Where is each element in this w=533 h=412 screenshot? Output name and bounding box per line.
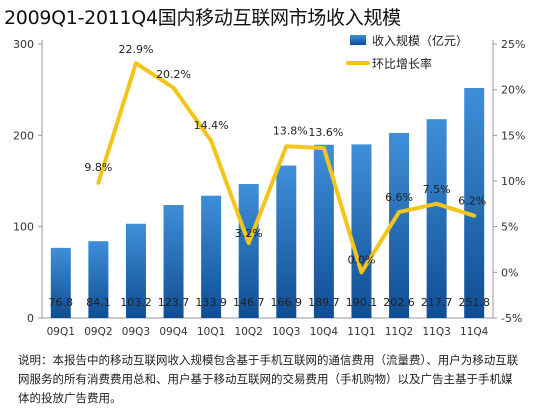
footnote: 说明：本报告中的移动互联网收入规模包含基于手机互联网的通信费用（流量费）、用户为… xyxy=(18,353,519,405)
x-tick-label: 11Q1 xyxy=(347,326,375,338)
left-tick-label: 300 xyxy=(13,38,34,51)
legend: 收入规模（亿元） 环比增长率 xyxy=(346,33,468,71)
x-tick-label: 11Q3 xyxy=(422,326,450,338)
growth-line-series xyxy=(96,61,477,275)
bar-value-label: 146.7 xyxy=(233,296,265,309)
growth-value-labels: 9.8% 22.9%20.2% 14.4% 3.2% 13.8% 13.6% 0.0% 6.6… xyxy=(84,43,486,266)
bar-value-label: 76.8 xyxy=(49,296,74,309)
growth-value-label: 6.2% xyxy=(458,195,486,208)
bar-value-labels: 76.8 84.1 103.2 123.7 133.9 146.7 166.9 189.7 19… xyxy=(49,296,490,309)
bar xyxy=(276,165,297,318)
bar xyxy=(389,132,410,318)
axes: 0 100 200 300 -5% 0% 5% 10% 15% 20% 25% 09Q1 09Q2 09Q… xyxy=(13,38,525,338)
bar-value-label: 190.1 xyxy=(346,296,378,309)
bar xyxy=(50,247,71,318)
x-tick-label: 09Q3 xyxy=(122,326,150,338)
x-tick-label: 11Q2 xyxy=(385,326,413,338)
right-tick-label: 25% xyxy=(501,38,525,51)
growth-value-label: 0.0% xyxy=(347,253,375,266)
x-tick-label: 10Q2 xyxy=(235,326,263,338)
bar xyxy=(426,119,447,319)
x-tick-label: 09Q1 xyxy=(47,326,75,338)
bar xyxy=(163,205,184,318)
x-tick-label: 09Q4 xyxy=(159,326,188,338)
bar xyxy=(125,223,146,318)
growth-value-label: 14.4% xyxy=(194,119,229,132)
bar xyxy=(88,241,109,318)
right-tick-label: 15% xyxy=(501,129,525,142)
bar-value-label: 202.6 xyxy=(383,296,415,309)
right-tick-label: 10% xyxy=(501,175,525,188)
right-tick-label: 0% xyxy=(501,266,518,279)
bar xyxy=(351,144,372,318)
right-tick-label: -5% xyxy=(501,312,522,325)
growth-value-label: 6.6% xyxy=(385,191,413,204)
bar-value-label: 123.7 xyxy=(158,296,190,309)
bar xyxy=(238,184,259,318)
growth-value-label: 13.8% xyxy=(273,124,308,137)
bar xyxy=(201,195,222,318)
legend-bar-label: 收入规模（亿元） xyxy=(372,33,468,48)
growth-value-label: 20.2% xyxy=(156,68,191,81)
left-tick-label: 0 xyxy=(27,312,34,325)
x-tick-label: 09Q2 xyxy=(84,326,112,338)
right-tick-label: 20% xyxy=(501,84,525,97)
bar-value-label: 217.7 xyxy=(421,296,453,309)
left-tick-label: 100 xyxy=(13,221,34,234)
bar-value-label: 84.1 xyxy=(86,296,111,309)
growth-value-label: 7.5% xyxy=(423,183,451,196)
legend-bar-swatch xyxy=(350,35,366,45)
x-tick-label: 10Q1 xyxy=(197,326,225,338)
x-tick-label: 10Q4 xyxy=(310,326,339,338)
growth-value-label: 9.8% xyxy=(84,161,112,174)
bar xyxy=(313,144,334,318)
bar xyxy=(464,88,485,318)
x-tick-label: 10Q3 xyxy=(272,326,300,338)
bar-value-label: 103.2 xyxy=(120,296,152,309)
bar-value-label: 189.7 xyxy=(308,296,340,309)
x-tick-label: 11Q4 xyxy=(460,326,489,338)
bar-series xyxy=(50,88,485,319)
growth-value-label: 13.6% xyxy=(308,126,343,139)
growth-value-label: 22.9% xyxy=(118,43,153,56)
left-tick-label: 200 xyxy=(13,129,34,142)
bar-value-label: 133.9 xyxy=(195,296,227,309)
right-tick-label: 5% xyxy=(501,221,518,234)
growth-value-label: 3.2% xyxy=(235,227,263,240)
bar-value-label: 251.8 xyxy=(458,296,490,309)
chart-title: 2009Q1-2011Q4国内移动互联网市场收入规模 xyxy=(4,7,401,29)
bar-value-label: 166.9 xyxy=(271,296,303,309)
legend-line-label: 环比增长率 xyxy=(372,56,432,71)
